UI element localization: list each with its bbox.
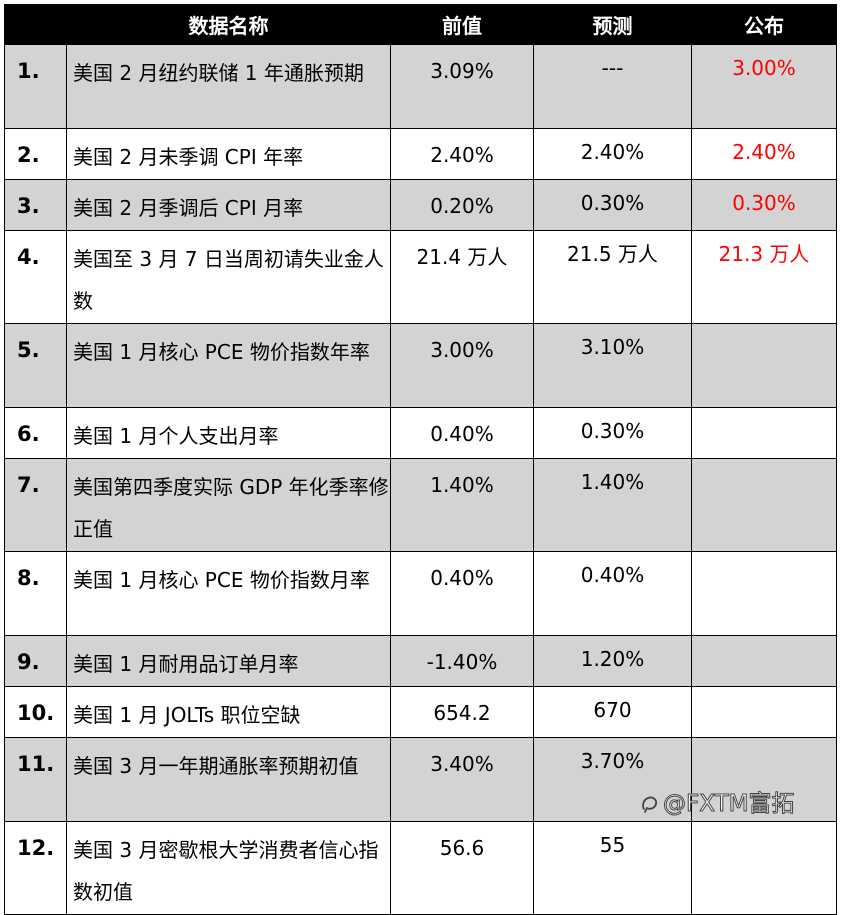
row-forecast-value: 1.20% [533, 635, 692, 687]
row-previous-value: 3.00% [390, 323, 534, 408]
row-data-name: 美国 1 月 JOLTs 职位空缺 [66, 686, 391, 738]
table-row: 9. 美国 1 月耐用品订单月率 -1.40% 1.20% [4, 635, 837, 687]
row-forecast-value: 0.40% [533, 551, 692, 636]
header-actual: 公布 [691, 4, 837, 45]
row-previous-value: 2.40% [390, 128, 534, 180]
row-previous-value: 21.4 万人 [390, 230, 534, 324]
row-previous-value: 0.40% [390, 407, 534, 459]
row-data-name: 美国 2 月纽约联储 1 年通胀预期 [66, 44, 391, 129]
row-actual-value [691, 458, 837, 552]
table-row: 10. 美国 1 月 JOLTs 职位空缺 654.2 670 [4, 686, 837, 738]
row-forecast-value: 0.30% [533, 407, 692, 459]
row-number: 4. [4, 230, 67, 324]
row-number: 12. [4, 821, 67, 915]
table-row: 12. 美国 3 月密歇根大学消费者信心指数初值 56.6 55 [4, 821, 837, 915]
table-row: 11. 美国 3 月一年期通胀率预期初值 3.40% 3.70% [4, 737, 837, 822]
row-data-name: 美国第四季度实际 GDP 年化季率修正值 [66, 458, 391, 552]
row-data-name: 美国 1 月核心 PCE 物价指数年率 [66, 323, 391, 408]
row-forecast-value: 2.40% [533, 128, 692, 180]
watermark-text: @FXTM富拓 [662, 791, 795, 818]
header-previous: 前值 [390, 4, 534, 45]
row-actual-value [691, 323, 837, 408]
row-number: 8. [4, 551, 67, 636]
row-previous-value: 3.40% [390, 737, 534, 822]
table-row: 4. 美国至 3 月 7 日当周初请失业金人数 21.4 万人 21.5 万人 21.3… [4, 230, 837, 324]
row-actual-value [691, 407, 837, 459]
row-data-name: 美国 1 月个人支出月率 [66, 407, 391, 459]
row-previous-value: 56.6 [390, 821, 534, 915]
header-data-name: 数据名称 [66, 4, 391, 45]
row-number: 9. [4, 635, 67, 687]
row-number: 1. [4, 44, 67, 129]
row-forecast-value: 3.10% [533, 323, 692, 408]
row-data-name: 美国 2 月季调后 CPI 月率 [66, 179, 391, 231]
row-number: 11. [4, 737, 67, 822]
economic-data-table: 数据名称 前值 预测 公布 1. 美国 2 月纽约联储 1 年通胀预期 3.09% -… [4, 4, 837, 915]
row-forecast-value: 1.40% [533, 458, 692, 552]
row-number: 7. [4, 458, 67, 552]
row-data-name: 美国 3 月密歇根大学消费者信心指数初值 [66, 821, 391, 915]
row-previous-value: -1.40% [390, 635, 534, 687]
row-previous-value: 654.2 [390, 686, 534, 738]
row-forecast-value: 21.5 万人 [533, 230, 692, 324]
row-actual-value [691, 737, 837, 822]
table-row: 2. 美国 2 月未季调 CPI 年率 2.40% 2.40% 2.40% [4, 128, 837, 180]
row-previous-value: 0.20% [390, 179, 534, 231]
row-number: 5. [4, 323, 67, 408]
row-previous-value: 3.09% [390, 44, 534, 129]
row-forecast-value: 3.70% [533, 737, 692, 822]
row-actual-value [691, 821, 837, 915]
row-data-name: 美国 2 月未季调 CPI 年率 [66, 128, 391, 180]
row-data-name: 美国至 3 月 7 日当周初请失业金人数 [66, 230, 391, 324]
row-actual-value: 3.00% [691, 44, 837, 129]
header-number [4, 4, 67, 45]
table-row: 3. 美国 2 月季调后 CPI 月率 0.20% 0.30% 0.30% [4, 179, 837, 231]
row-forecast-value: 0.30% [533, 179, 692, 231]
row-actual-value: 2.40% [691, 128, 837, 180]
row-number: 2. [4, 128, 67, 180]
row-actual-value: 21.3 万人 [691, 230, 837, 324]
zhihu-logo-icon [642, 796, 658, 813]
header-forecast: 预测 [533, 4, 692, 45]
table-header-row: 数据名称 前值 预测 公布 [4, 4, 837, 45]
row-number: 3. [4, 179, 67, 231]
table-row: 1. 美国 2 月纽约联储 1 年通胀预期 3.09% --- 3.00% [4, 44, 837, 129]
row-data-name: 美国 1 月耐用品订单月率 [66, 635, 391, 687]
row-previous-value: 0.40% [390, 551, 534, 636]
row-forecast-value: 55 [533, 821, 692, 915]
row-actual-value [691, 686, 837, 738]
row-number: 10. [4, 686, 67, 738]
row-forecast-value: 670 [533, 686, 692, 738]
table-row: 7. 美国第四季度实际 GDP 年化季率修正值 1.40% 1.40% [4, 458, 837, 552]
row-data-name: 美国 1 月核心 PCE 物价指数月率 [66, 551, 391, 636]
row-actual-value [691, 551, 837, 636]
table-row: 6. 美国 1 月个人支出月率 0.40% 0.30% [4, 407, 837, 459]
watermark: @FXTM富拓 [640, 784, 795, 818]
row-previous-value: 1.40% [390, 458, 534, 552]
row-data-name: 美国 3 月一年期通胀率预期初值 [66, 737, 391, 822]
row-number: 6. [4, 407, 67, 459]
table-row: 5. 美国 1 月核心 PCE 物价指数年率 3.00% 3.10% [4, 323, 837, 408]
row-forecast-value: --- [533, 44, 692, 129]
table-row: 8. 美国 1 月核心 PCE 物价指数月率 0.40% 0.40% [4, 551, 837, 636]
row-actual-value [691, 635, 837, 687]
row-actual-value: 0.30% [691, 179, 837, 231]
